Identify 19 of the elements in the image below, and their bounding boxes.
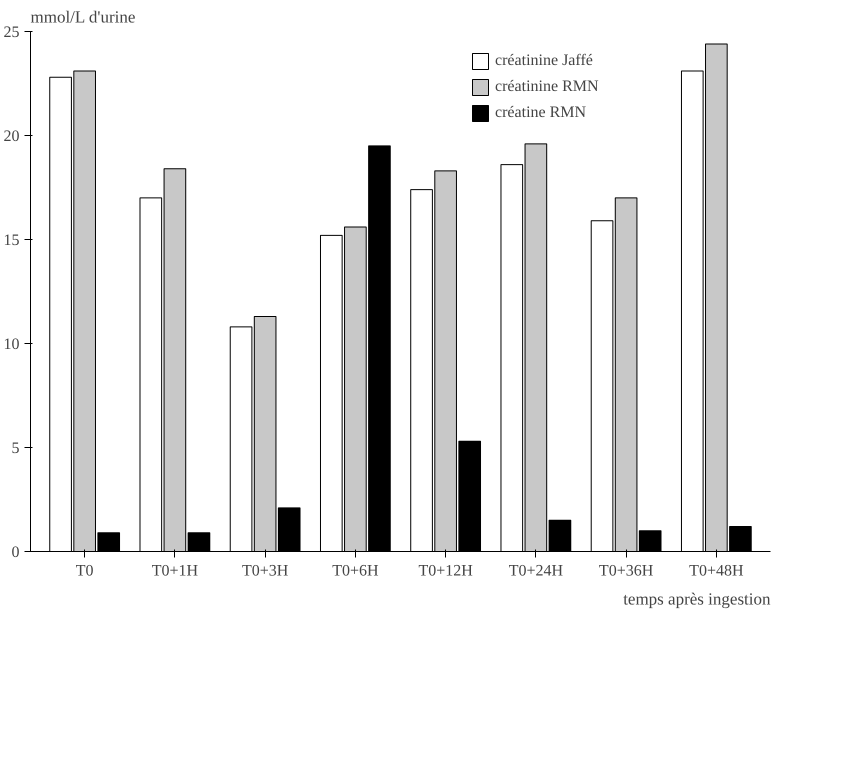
- x-tick-label: T0: [76, 562, 94, 580]
- y-tick-label: 10: [4, 336, 20, 353]
- x-tick-label: T0+36H: [598, 562, 654, 580]
- legend-label: créatinine Jaffé: [495, 52, 593, 70]
- y-tick-label: 0: [12, 544, 20, 561]
- legend-label: créatinine RMN: [495, 78, 599, 96]
- x-tick-label: T0+1H: [152, 562, 199, 580]
- legend-label: créatine RMN: [495, 104, 586, 122]
- x-tick-label: T0+6H: [332, 562, 379, 580]
- x-tick-label: T0+48H: [689, 562, 744, 580]
- y-tick-label: 5: [12, 440, 20, 457]
- y-axis-title: mmol/L d'urine: [30, 8, 136, 26]
- y-tick-label: 15: [4, 232, 20, 249]
- y-tick-label: 25: [4, 24, 20, 41]
- x-tick-label: T0+12H: [418, 562, 474, 580]
- y-tick-label: 20: [4, 128, 20, 145]
- x-axis-title: temps après ingestion: [623, 590, 771, 608]
- x-tick-label: T0+24H: [508, 562, 564, 580]
- x-tick-label: T0+3H: [242, 562, 289, 580]
